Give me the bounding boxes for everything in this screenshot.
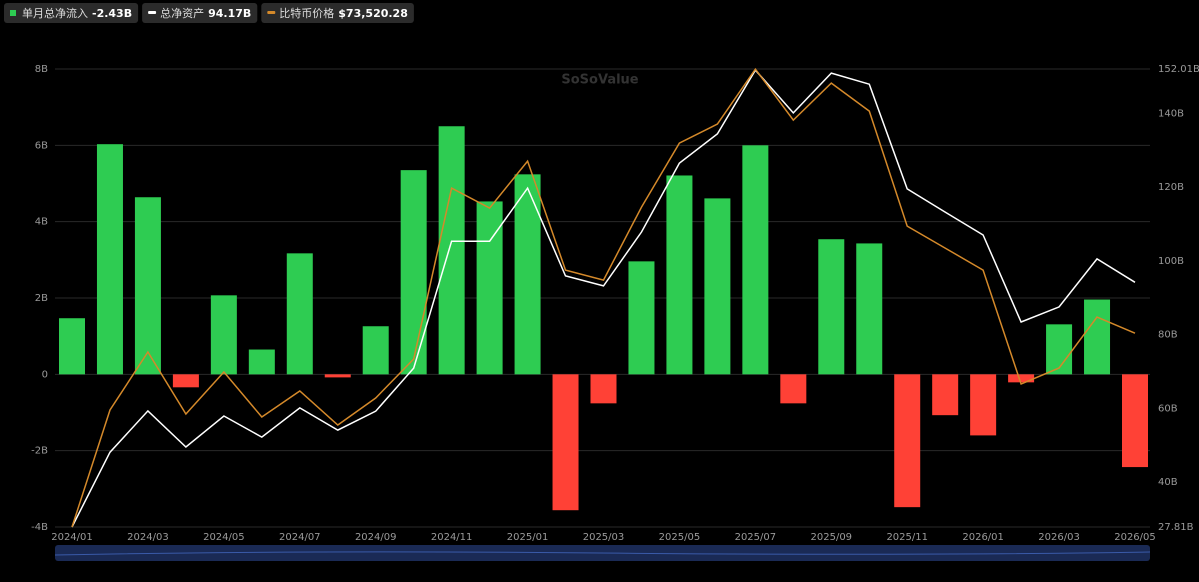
y2-tick-label: 80B	[1158, 330, 1178, 341]
bar	[1008, 374, 1035, 383]
x-tick-label: 2025/07	[735, 532, 777, 543]
x-tick-label: 2024/11	[431, 532, 473, 543]
x-tick-label: 2026/01	[962, 532, 1004, 543]
bar	[324, 374, 351, 378]
bar	[362, 326, 389, 375]
x-tick-label: 2024/03	[127, 532, 169, 543]
y-tick-label: 6B	[35, 140, 48, 151]
legend-item: 比特币价格 $73,520.28	[261, 3, 414, 23]
x-tick-label: 2025/03	[583, 532, 625, 543]
bar	[894, 374, 921, 508]
bar	[1046, 324, 1073, 375]
y2-tick-label: 140B	[1158, 108, 1184, 119]
y2-tick-label: 120B	[1158, 182, 1184, 193]
watermark: SoSoValue	[561, 73, 638, 88]
bar	[59, 318, 85, 375]
bar	[818, 239, 845, 375]
x-tick-label: 2025/01	[507, 532, 549, 543]
x-tick-label: 2025/05	[659, 532, 701, 543]
x-tick-label: 2024/05	[203, 532, 245, 543]
bar	[628, 261, 655, 375]
y2-tick-label: 40B	[1158, 477, 1178, 488]
legend-box	[142, 3, 258, 23]
y-tick-label: -2B	[31, 446, 48, 457]
x-tick-label: 2026/03	[1038, 532, 1080, 543]
y2-tick-label: 60B	[1158, 403, 1178, 414]
y2-tick-label: 100B	[1158, 256, 1184, 267]
x-tick-label: 2024/09	[355, 532, 397, 543]
legend-item: 总净资产 94.17B	[142, 3, 258, 23]
bar	[856, 243, 883, 375]
bar	[248, 349, 275, 375]
bar	[1122, 374, 1148, 468]
legend-label: 比特币价格	[279, 6, 334, 20]
y-tick-label: 8B	[35, 64, 48, 75]
bar	[286, 253, 313, 375]
bar	[210, 295, 237, 375]
bar	[704, 198, 731, 375]
bar	[438, 126, 465, 375]
bar	[1084, 299, 1111, 375]
x-tick-label: 2026/05	[1114, 532, 1156, 543]
bar	[932, 374, 959, 416]
x-tick-label: 2025/11	[886, 532, 928, 543]
bar	[172, 374, 199, 388]
bar	[96, 144, 123, 375]
y-tick-label: 4B	[35, 217, 48, 228]
bar	[400, 170, 427, 375]
legend-box	[261, 3, 414, 23]
x-tick-label: 2025/09	[811, 532, 853, 543]
legend-swatch	[10, 10, 16, 16]
legend-label: 总净资产	[160, 6, 204, 20]
y-tick-label: 2B	[35, 293, 48, 304]
legend-item: 单月总净流入 -2.43B	[4, 3, 139, 23]
bar	[666, 175, 693, 375]
bar	[514, 174, 541, 375]
bar	[970, 374, 997, 436]
bar	[134, 197, 161, 375]
legend-swatch	[148, 11, 157, 14]
bar	[590, 374, 617, 404]
line	[71, 68, 1136, 528]
x-tick-label: 2024/07	[279, 532, 321, 543]
y2-tick-label: 27.81B	[1158, 522, 1194, 533]
y-tick-label: 0	[42, 369, 48, 380]
line	[71, 67, 1136, 528]
legend-value: -2.43B	[92, 7, 132, 20]
x-tick-label: 2024/01	[51, 532, 93, 543]
legend-box	[4, 3, 139, 23]
legend-swatch	[267, 11, 276, 14]
bar	[780, 374, 807, 404]
bar	[552, 374, 579, 511]
bar	[742, 145, 769, 375]
legend-value: 94.17B	[208, 7, 251, 20]
y-tick-label: -4B	[31, 522, 48, 533]
navigator-line	[54, 551, 1151, 556]
legend: 单月总净流入 -2.43B 总净资产 94.17B 比特币价格 $73,520.28	[4, 3, 414, 23]
y2-tick-label: 152.01B	[1158, 64, 1199, 75]
legend-value: $73,520.28	[338, 7, 408, 20]
legend-label: 单月总净流入	[22, 6, 88, 20]
